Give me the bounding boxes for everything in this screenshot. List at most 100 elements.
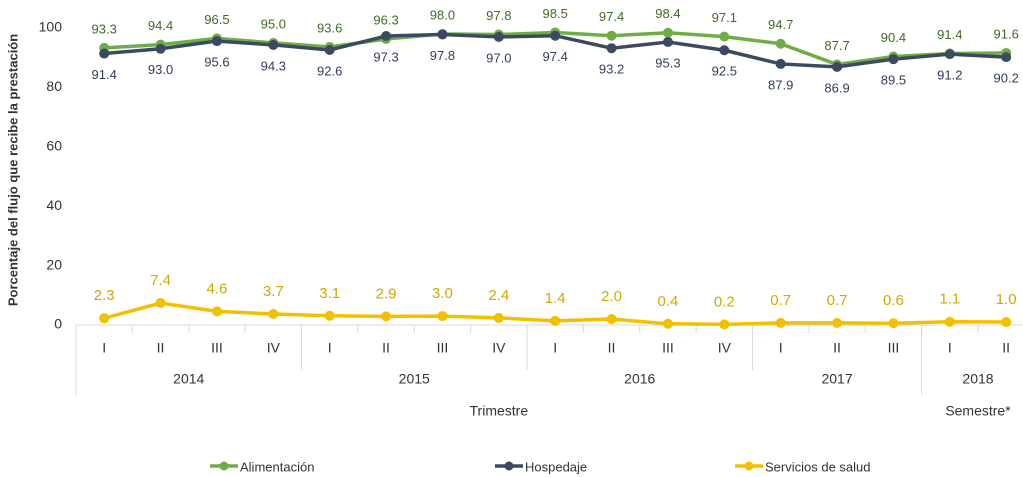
data-label: 7.4 [150,272,171,289]
marker [775,58,786,69]
data-label: 89.5 [881,73,906,88]
data-label: 94.7 [768,17,793,32]
marker [944,49,955,60]
marker [775,317,786,328]
x-tick-label: III [662,340,674,356]
marker [550,30,561,41]
marker [550,315,561,326]
data-label: 97.8 [486,8,511,23]
marker [437,29,448,40]
marker [437,311,448,322]
marker [493,31,504,42]
year-label: 2015 [399,371,430,387]
data-label: 96.5 [204,12,229,27]
data-label: 91.6 [994,26,1019,41]
marker [324,310,335,321]
y-tick-label: 60 [46,138,62,154]
data-label: 92.5 [712,64,737,79]
y-tick-label: 80 [46,78,62,94]
marker [381,311,392,322]
data-label: 97.1 [712,10,737,25]
marker [606,30,617,41]
data-label: 97.4 [543,49,568,64]
data-label: 1.4 [545,290,566,307]
data-label: 1.1 [939,291,960,308]
legend-marker [744,461,754,471]
data-label: 91.4 [937,27,962,42]
data-label: 98.4 [655,6,680,21]
x-tick-label: I [102,340,106,356]
data-label: 0.7 [827,292,848,309]
data-label: 97.3 [373,49,398,64]
x-tick-label: IV [718,340,732,356]
data-label: 97.0 [486,50,511,65]
data-label: 93.6 [317,20,342,35]
x-tick-label: IV [267,340,281,356]
data-label: 95.6 [204,55,229,70]
data-label: 94.3 [261,58,286,73]
x-tick-label: III [437,340,449,356]
data-label: 90.2 [994,71,1019,86]
x-tick-label: II [1002,340,1010,356]
legend-label: Servicios de salud [765,459,871,474]
marker [832,61,843,72]
x-tick-label: II [608,340,616,356]
data-label: 0.2 [714,293,735,310]
marker [719,319,730,330]
x-tick-label: III [888,340,900,356]
data-label: 91.2 [937,68,962,83]
legend-label: Hospedaje [525,459,587,474]
marker [155,298,166,309]
marker [324,44,335,55]
data-label: 3.0 [432,285,453,302]
marker [268,39,279,50]
data-label: 2.0 [601,288,622,305]
data-label: 3.7 [263,283,284,300]
data-label: 90.4 [881,30,906,45]
marker [944,316,955,327]
data-label: 91.4 [92,67,117,82]
level-label: Semestre* [945,403,1011,419]
marker [719,45,730,56]
x-tick-label: II [833,340,841,356]
year-label: 2017 [821,371,852,387]
data-label: 96.3 [373,12,398,27]
marker [888,54,899,65]
data-label: 87.9 [768,77,793,92]
marker [719,31,730,42]
marker [888,318,899,329]
marker [775,38,786,49]
data-label: 3.1 [319,285,340,302]
x-tick-label: II [157,340,165,356]
legend-marker [219,461,229,471]
year-label: 2014 [173,371,204,387]
marker [832,317,843,328]
data-label: 92.6 [317,63,342,78]
x-tick-label: I [553,340,557,356]
year-label: 2018 [962,371,993,387]
y-tick-label: 40 [46,197,62,213]
marker [1001,52,1012,63]
legend-marker [504,461,514,471]
marker [268,309,279,320]
data-label: 2.3 [94,287,115,304]
data-label: 94.4 [148,18,173,33]
data-label: 98.5 [543,6,568,21]
data-label: 95.0 [261,16,286,31]
marker [662,27,673,38]
x-tick-label: III [211,340,223,356]
data-label: 1.0 [996,291,1017,308]
x-tick-label: I [779,340,783,356]
marker [606,314,617,325]
data-label: 95.3 [655,55,680,70]
marker [99,48,110,59]
y-tick-label: 0 [54,316,62,332]
data-label: 97.8 [430,48,455,63]
data-label: 93.3 [92,21,117,36]
data-label: 2.9 [376,285,397,302]
marker [1001,317,1012,328]
year-label: 2016 [624,371,655,387]
marker [662,36,673,47]
data-label: 86.9 [824,80,849,95]
